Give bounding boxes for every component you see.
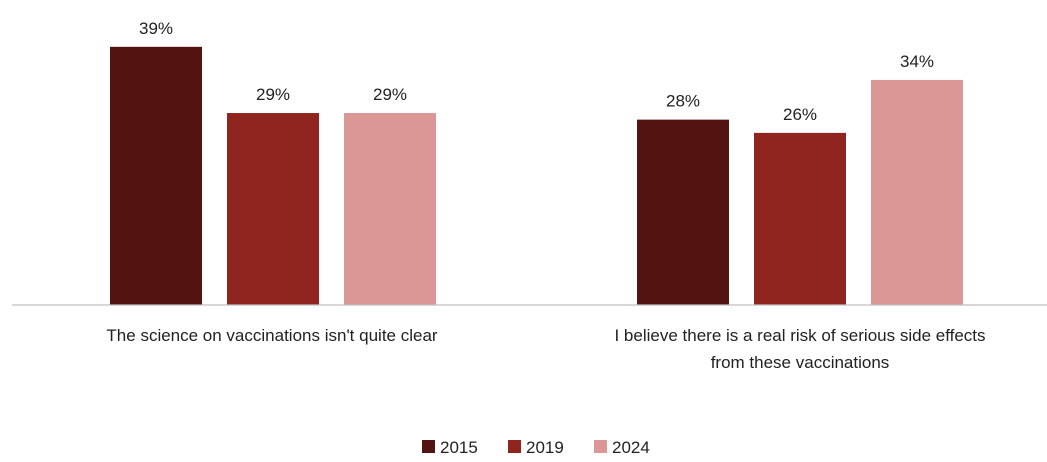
legend-item-2024: 2024	[594, 438, 650, 457]
data-label-2024-cat2: 34%	[900, 52, 934, 71]
category-label-1-line-1: The science on vaccinations isn't quite …	[106, 326, 437, 345]
legend-swatch-2019	[508, 440, 521, 453]
data-label-2015-cat1: 39%	[139, 19, 173, 38]
legend-item-2015: 2015	[422, 438, 478, 457]
bar-2024-cat1	[344, 113, 436, 306]
legend-label-2015: 2015	[440, 438, 478, 457]
legend-swatch-2024	[594, 440, 607, 453]
bar-2019-cat2	[754, 132, 846, 305]
data-label-2015-cat2: 28%	[666, 92, 700, 111]
bar-2019-cat1	[227, 113, 319, 306]
legend-label-2024: 2024	[612, 438, 650, 457]
category-labels-layer: The science on vaccinations isn't quite …	[106, 326, 985, 372]
bars-layer	[110, 46, 963, 306]
bar-2015-cat1	[110, 46, 202, 305]
legend: 2015 2019 2024	[422, 438, 650, 457]
legend-item-2019: 2019	[508, 438, 564, 457]
data-label-2019-cat2: 26%	[783, 105, 817, 124]
bar-2015-cat2	[637, 119, 729, 305]
data-label-2019-cat1: 29%	[256, 85, 290, 104]
category-label-2-line-2: from these vaccinations	[711, 353, 890, 372]
legend-swatch-2015	[422, 440, 435, 453]
data-label-2024-cat1: 29%	[373, 85, 407, 104]
legend-label-2019: 2019	[526, 438, 564, 457]
bar-2024-cat2	[871, 79, 963, 305]
data-labels-layer: 39% 28% 29% 26% 29% 34%	[139, 19, 934, 124]
category-label-2-line-1: I believe there is a real risk of seriou…	[614, 326, 985, 345]
